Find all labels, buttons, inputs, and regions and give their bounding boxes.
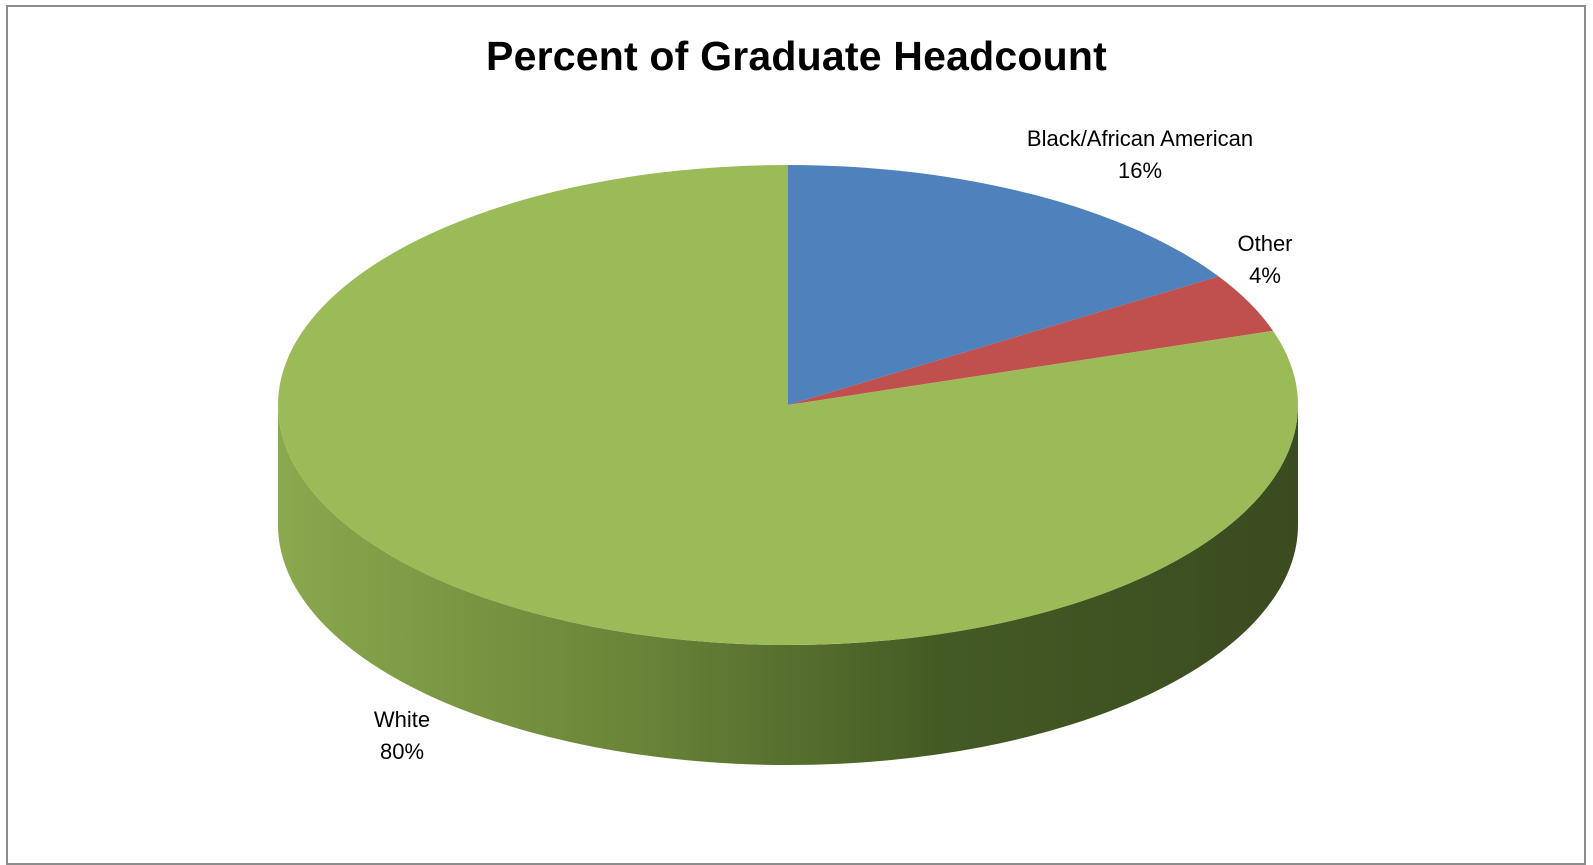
chart-title: Percent of Graduate Headcount [486, 33, 1107, 79]
pie-slice-black-african-american [788, 165, 1219, 405]
label-white-value: 80% [380, 739, 424, 764]
pie-labels: Black/African American 16% Other 4% Whit… [374, 126, 1293, 764]
pie-slice-white [278, 165, 1298, 645]
pie-top [278, 165, 1298, 645]
label-other-value: 4% [1249, 263, 1281, 288]
pie-side [278, 405, 1298, 765]
pie-slice-other [788, 276, 1274, 405]
label-other-name: Other [1237, 231, 1292, 256]
label-white-name: White [374, 707, 430, 732]
label-black-african-american-value: 16% [1118, 158, 1162, 183]
label-black-african-american-name: Black/African American [1027, 126, 1253, 151]
pie-side-white [278, 405, 1298, 765]
